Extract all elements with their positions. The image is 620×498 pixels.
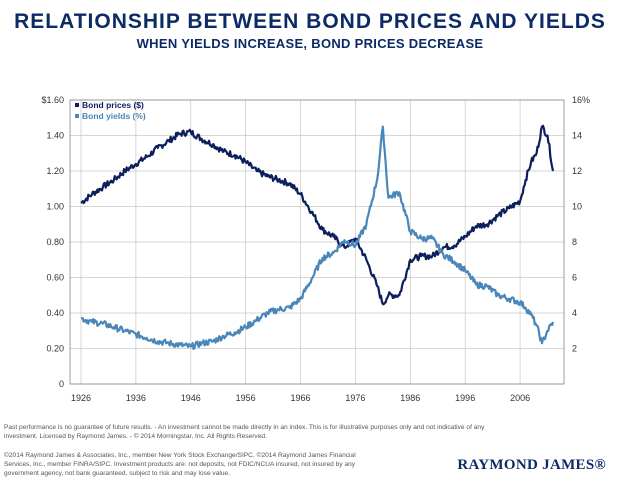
x-tick-label-2: 1946 (181, 393, 201, 403)
left-tick-label-2: 0.40 (46, 308, 64, 318)
chart-legend: Bond prices ($)Bond yields (%) (75, 100, 146, 121)
legal-line-2: Services, Inc., member FINRA/SIPC. Inves… (4, 461, 356, 468)
right-axis-ticks: 2 4 6 8 10 12 14 16% (572, 95, 590, 354)
x-tick-label-3: 1956 (236, 393, 256, 403)
right-tick-label-3: 8 (572, 237, 577, 247)
right-tick-label-6: 14 (572, 131, 582, 141)
legend-label-1: Bond yields (%) (82, 111, 146, 121)
series-line-bond-prices (80, 124, 555, 306)
legal-line-1: ©2014 Raymond James & Associates, Inc., … (4, 452, 356, 459)
disclaimer-line-2: investment. Licensed by Raymond James. -… (4, 433, 267, 440)
right-tick-label-1: 4 (572, 308, 577, 318)
x-tick-label-4: 1966 (291, 393, 311, 403)
right-tick-label-4: 10 (572, 202, 582, 212)
legend-swatch-1 (75, 114, 79, 118)
raymond-james-logo: RAYMOND JAMES® (457, 457, 606, 473)
disclaimer-line-1: Past performance is no guarantee of futu… (4, 424, 485, 431)
series-line-bond-yields (80, 125, 555, 350)
left-tick-label-0: 0 (59, 379, 64, 389)
legal-line-3: government agency, not bank guaranteed, … (4, 470, 231, 477)
chart-grid (70, 99, 564, 385)
right-tick-label-7: 16% (572, 95, 590, 105)
left-tick-label-7: 1.40 (46, 131, 64, 141)
x-axis-ticks: 1926 1936 1946 1956 1966 1976 1986 1996 2006 (71, 393, 530, 403)
left-tick-label-1: 0.20 (46, 344, 64, 354)
left-tick-label-6: 1.20 (46, 166, 64, 176)
right-tick-label-0: 2 (572, 344, 577, 354)
right-tick-label-2: 6 (572, 273, 577, 283)
x-tick-label-0: 1926 (71, 393, 91, 403)
chart-subtitle: WHEN YIELDS INCREASE, BOND PRICES DECREA… (136, 36, 484, 51)
x-tick-label-5: 1976 (345, 393, 365, 403)
legend-swatch-0 (75, 103, 79, 107)
x-tick-label-6: 1986 (400, 393, 420, 403)
left-tick-label-4: 0.80 (46, 237, 64, 247)
x-tick-label-8: 2006 (510, 393, 530, 403)
left-axis-ticks: 0 0.20 0.40 0.60 0.80 1.00 1.20 1.40 $1.60 (41, 95, 64, 389)
chart-title: RELATIONSHIP BETWEEN BOND PRICES AND YIE… (14, 10, 606, 33)
legend-label-0: Bond prices ($) (82, 100, 144, 110)
x-tick-label-1: 1936 (126, 393, 146, 403)
left-tick-label-5: 1.00 (46, 202, 64, 212)
left-tick-label-8: $1.60 (41, 95, 64, 105)
series-lines (80, 124, 555, 350)
x-tick-label-7: 1996 (455, 393, 475, 403)
left-tick-label-3: 0.60 (46, 273, 64, 283)
bond-chart: 0 0.20 0.40 0.60 0.80 1.00 1.20 1.40 $1.60 2 4 6 8 1… (41, 95, 590, 403)
plot-frame (69, 99, 565, 385)
right-tick-label-5: 12 (572, 166, 582, 176)
